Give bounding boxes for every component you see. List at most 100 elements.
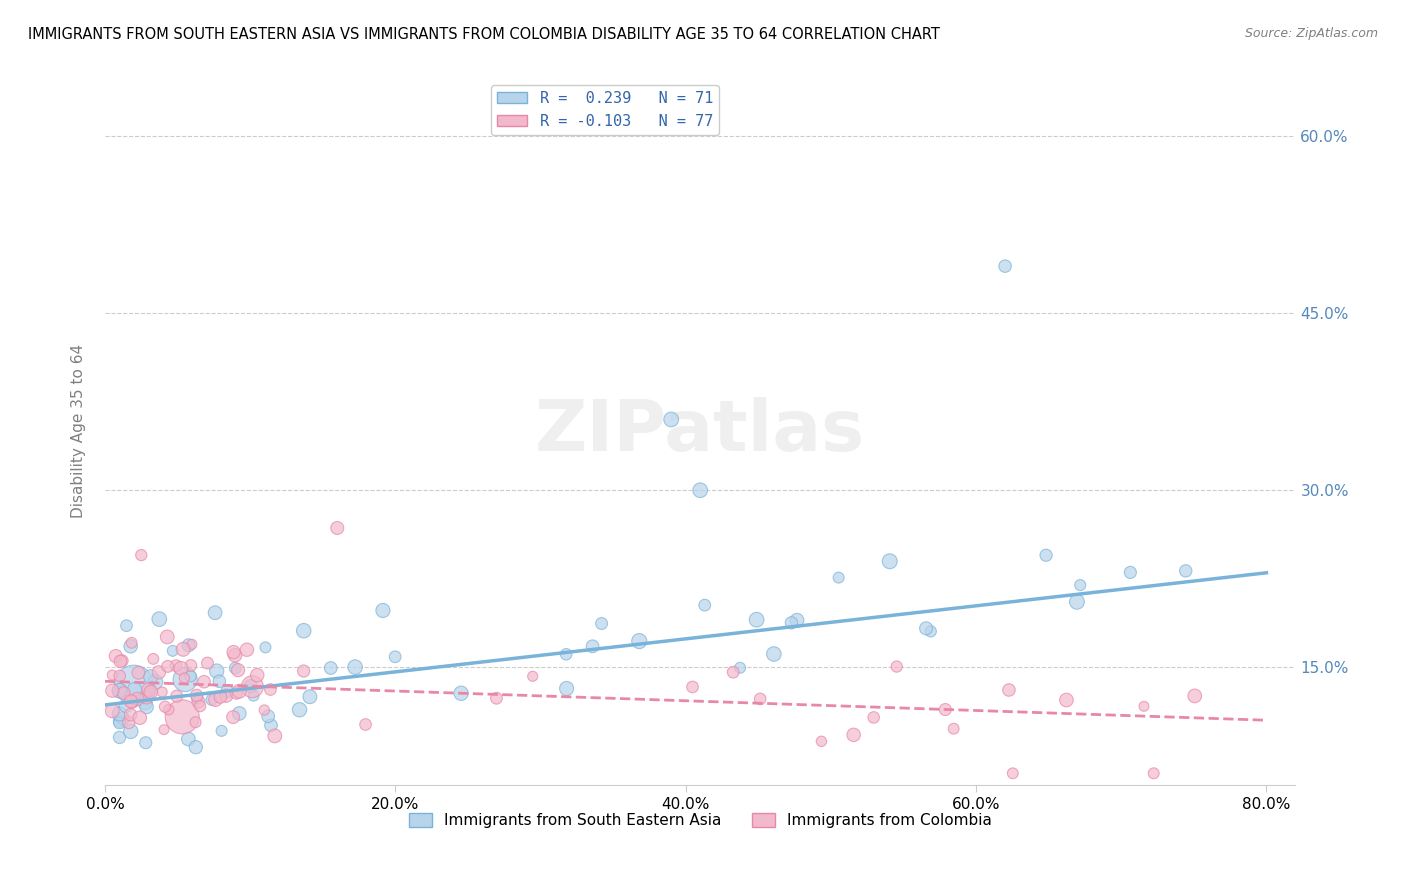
Point — [288, 703, 311, 717]
Point — [810, 734, 832, 748]
Point — [153, 723, 176, 737]
Point — [319, 661, 342, 675]
Point — [762, 647, 785, 661]
Point — [942, 722, 965, 736]
Point — [108, 706, 131, 721]
Point — [224, 661, 246, 675]
Point — [260, 718, 283, 732]
Point — [112, 686, 135, 700]
Point — [184, 715, 207, 730]
Point — [188, 699, 211, 714]
Legend: Immigrants from South Eastern Asia, Immigrants from Colombia: Immigrants from South Eastern Asia, Immi… — [402, 806, 998, 834]
Point — [135, 690, 157, 705]
Point — [384, 649, 406, 664]
Point — [128, 711, 150, 725]
Point — [450, 686, 472, 700]
Point — [292, 624, 315, 638]
Point — [659, 412, 682, 426]
Point — [186, 689, 208, 703]
Point — [135, 700, 157, 714]
Point — [485, 691, 508, 706]
Point — [842, 728, 865, 742]
Point — [197, 656, 219, 670]
Point — [142, 652, 165, 666]
Point — [886, 659, 908, 673]
Point — [186, 691, 208, 706]
Point — [180, 637, 202, 651]
Y-axis label: Disability Age 35 to 64: Disability Age 35 to 64 — [72, 344, 86, 518]
Point — [239, 679, 262, 693]
Point — [1184, 689, 1206, 703]
Point — [246, 668, 269, 682]
Point — [298, 690, 321, 704]
Point — [682, 680, 704, 694]
Point — [211, 723, 233, 738]
Point — [120, 640, 142, 654]
Point — [208, 674, 231, 689]
Point — [1054, 693, 1077, 707]
Point — [225, 686, 247, 700]
Point — [148, 665, 170, 680]
Point — [259, 682, 281, 697]
Point — [204, 692, 226, 706]
Point — [108, 731, 131, 745]
Point — [222, 710, 245, 724]
Point — [591, 616, 613, 631]
Point — [157, 703, 180, 717]
Point — [150, 685, 173, 699]
Point — [522, 669, 544, 683]
Point — [998, 683, 1021, 698]
Point — [118, 715, 141, 730]
Point — [628, 634, 651, 648]
Point — [1174, 564, 1197, 578]
Point — [209, 690, 232, 704]
Point — [143, 675, 166, 690]
Point — [121, 695, 143, 709]
Point — [1035, 548, 1057, 562]
Point — [173, 671, 195, 685]
Point — [120, 694, 142, 708]
Point — [222, 645, 245, 659]
Point — [139, 685, 162, 699]
Point — [728, 661, 751, 675]
Point — [263, 729, 285, 743]
Point — [180, 658, 202, 673]
Point — [120, 707, 142, 722]
Point — [111, 654, 134, 668]
Point — [180, 669, 202, 683]
Point — [879, 554, 901, 568]
Point — [1001, 766, 1024, 780]
Point — [1119, 566, 1142, 580]
Point — [257, 709, 280, 723]
Point — [1143, 766, 1166, 780]
Point — [201, 692, 224, 706]
Point — [177, 731, 200, 746]
Point — [139, 670, 162, 684]
Point — [170, 661, 193, 675]
Text: IMMIGRANTS FROM SOUTH EASTERN ASIA VS IMMIGRANTS FROM COLOMBIA DISABILITY AGE 35: IMMIGRANTS FROM SOUTH EASTERN ASIA VS IM… — [28, 27, 941, 42]
Point — [253, 703, 276, 717]
Point — [101, 704, 124, 718]
Point — [165, 658, 187, 673]
Point — [920, 624, 942, 639]
Point — [135, 736, 157, 750]
Point — [1066, 595, 1088, 609]
Point — [156, 659, 179, 673]
Point — [205, 664, 228, 678]
Point — [934, 702, 956, 716]
Point — [224, 648, 246, 662]
Point — [111, 711, 134, 725]
Point — [110, 654, 132, 668]
Point — [108, 714, 131, 728]
Point — [124, 682, 146, 697]
Point — [862, 710, 884, 724]
Point — [555, 648, 578, 662]
Point — [121, 636, 143, 650]
Point — [127, 665, 149, 680]
Point — [827, 571, 849, 585]
Point — [138, 682, 160, 697]
Point — [129, 548, 152, 562]
Point — [1069, 578, 1091, 592]
Point — [254, 640, 277, 655]
Point — [228, 706, 250, 721]
